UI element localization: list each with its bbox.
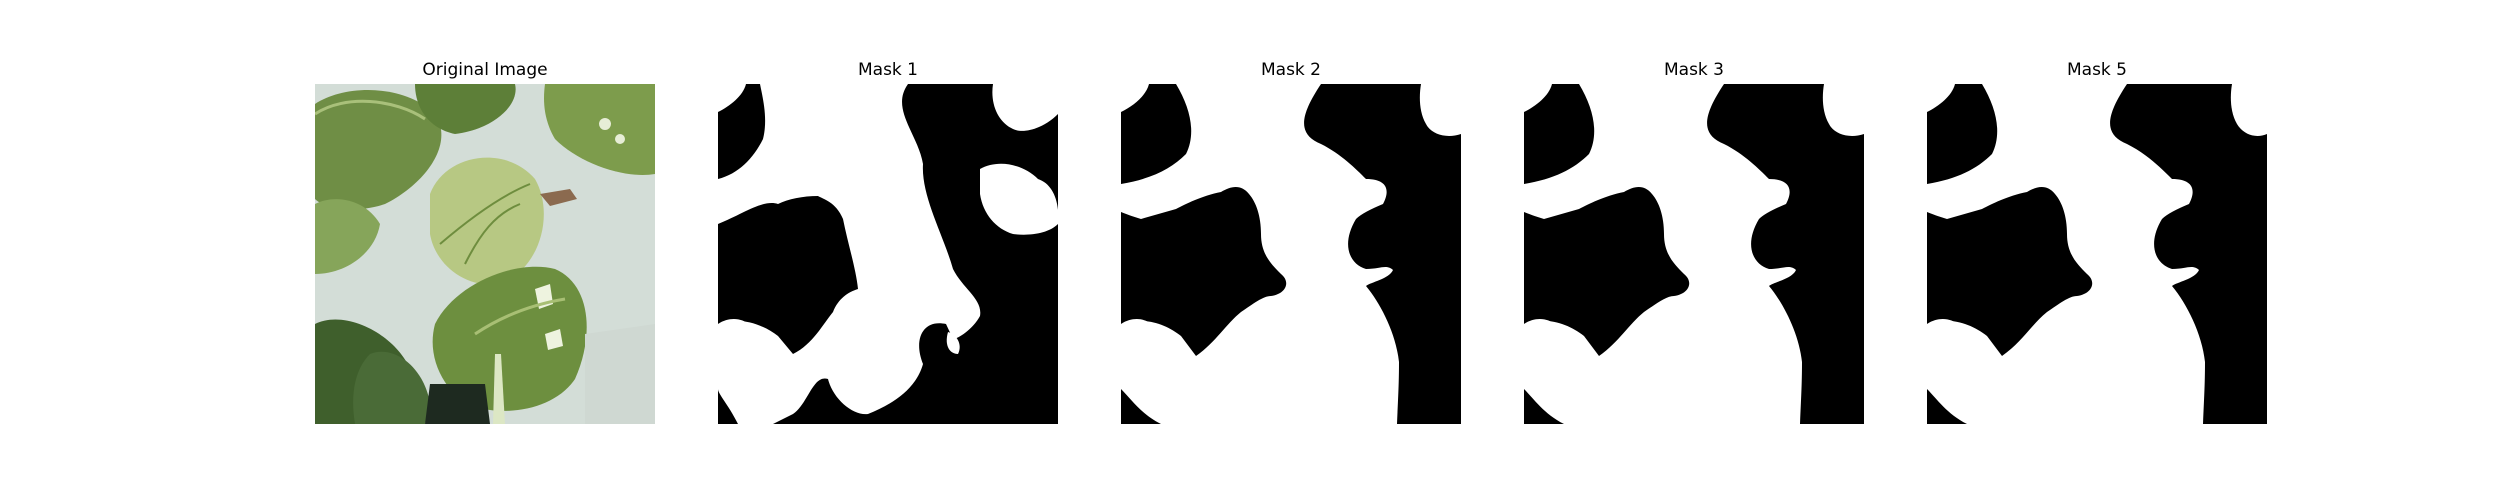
panel-title: Mask 1 [857, 60, 918, 80]
panel-title: Mask 2 [1260, 60, 1321, 80]
panel-title: Mask 3 [1663, 60, 1724, 80]
original-image-photo [315, 84, 655, 424]
original-image [315, 84, 655, 424]
mask-3-image [1524, 84, 1864, 424]
mask-2-image [1121, 84, 1461, 424]
mask-1-image [718, 84, 1058, 424]
mask-2-shape [1121, 84, 1461, 424]
mask-3-shape [1524, 84, 1864, 424]
mask-5-image [1927, 84, 2267, 424]
mask-1-shape [718, 84, 1058, 424]
panel-title: Mask 5 [2066, 60, 2127, 80]
mask-5-shape [1927, 84, 2267, 424]
panel-title: Original Image [422, 60, 548, 80]
